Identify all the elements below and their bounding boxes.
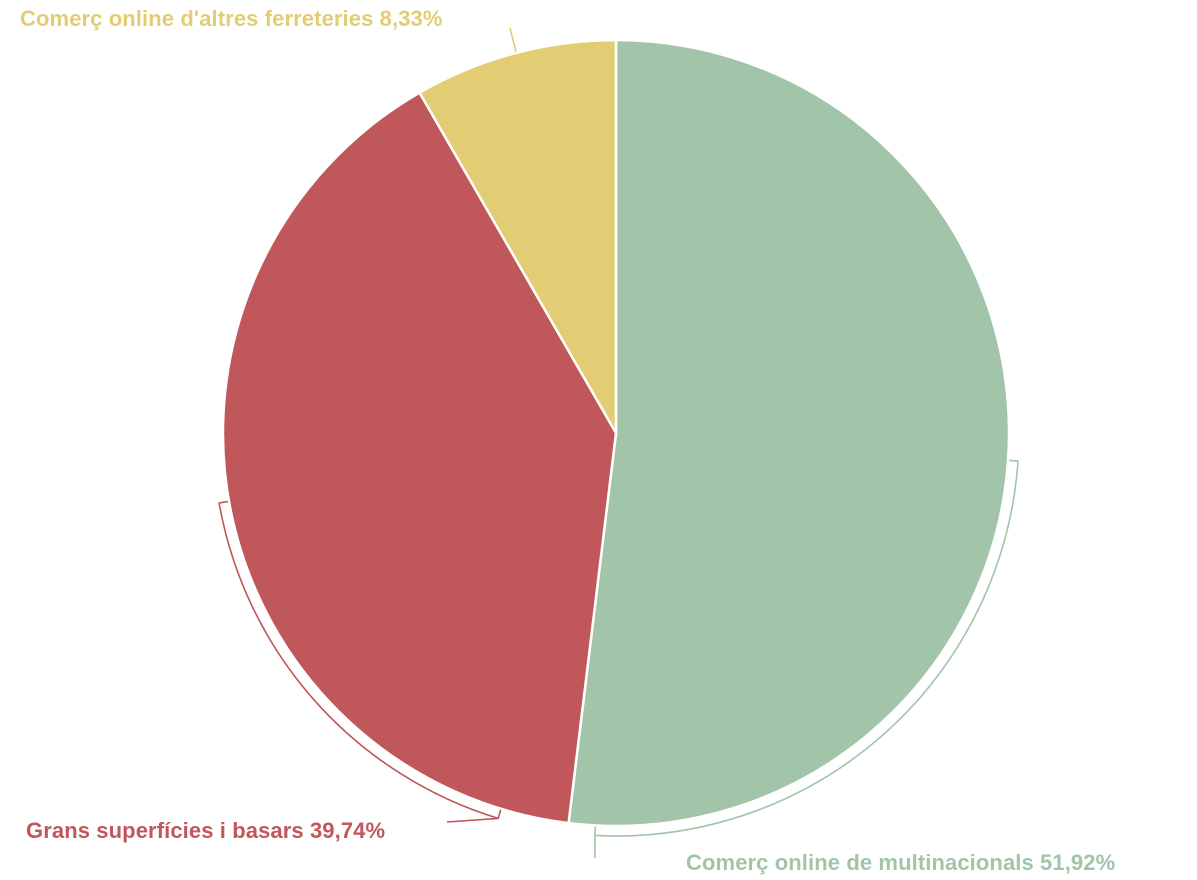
leader-bracket-multinacionals: [594, 459, 1019, 837]
pie-slice-multinacionals: [567, 38, 1011, 828]
leader-line-altres-ferreteries: [509, 27, 517, 53]
slice-label-multinacionals: Comerç online de multinacionals 51,92%: [686, 850, 1116, 875]
pie-slices: [221, 38, 1011, 828]
pie-slice-altres-ferreteries: [417, 38, 618, 438]
label-leaders: [218, 27, 1019, 858]
slice-label-altres-ferreteries: Comerç online d'altres ferreteries 8,33%: [20, 6, 443, 31]
slice-label-grans-superficies: Grans superfícies i basars 39,74%: [26, 818, 386, 843]
leader-bracket-grans-superficies: [218, 500, 502, 820]
pie-slice-grans-superficies: [221, 90, 618, 825]
leader-line-grans-superficies: [446, 817, 499, 823]
